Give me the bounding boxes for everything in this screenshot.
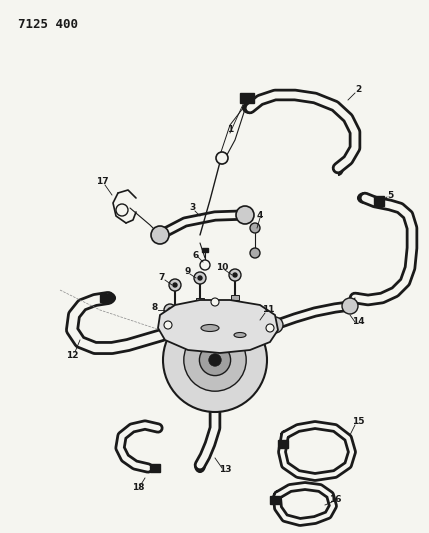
Text: 4: 4 bbox=[257, 211, 263, 220]
Circle shape bbox=[233, 273, 237, 277]
Bar bbox=[202, 248, 208, 252]
Bar bbox=[231, 295, 239, 300]
Circle shape bbox=[168, 308, 172, 312]
Bar bbox=[171, 305, 179, 310]
Bar bbox=[278, 440, 288, 448]
Circle shape bbox=[164, 321, 172, 329]
Text: 12: 12 bbox=[66, 351, 78, 359]
Bar bbox=[196, 298, 204, 303]
Circle shape bbox=[236, 206, 254, 224]
Circle shape bbox=[211, 298, 219, 306]
Text: 1: 1 bbox=[227, 125, 233, 134]
Circle shape bbox=[250, 223, 260, 233]
Bar bbox=[374, 196, 384, 206]
Text: 7: 7 bbox=[159, 273, 165, 282]
Text: 11: 11 bbox=[262, 305, 274, 314]
Circle shape bbox=[151, 226, 169, 244]
Bar bbox=[270, 496, 280, 504]
Bar bbox=[240, 93, 254, 103]
Circle shape bbox=[209, 354, 221, 366]
Text: 13: 13 bbox=[219, 465, 231, 474]
Text: 2: 2 bbox=[355, 85, 361, 94]
Ellipse shape bbox=[234, 333, 246, 337]
Text: 15: 15 bbox=[352, 417, 364, 426]
Bar bbox=[166, 330, 174, 335]
Circle shape bbox=[216, 152, 228, 164]
Circle shape bbox=[169, 279, 181, 291]
Text: 18: 18 bbox=[132, 483, 144, 492]
Circle shape bbox=[250, 248, 260, 258]
Text: 10: 10 bbox=[216, 263, 228, 272]
Circle shape bbox=[173, 283, 177, 287]
Circle shape bbox=[184, 329, 246, 391]
Circle shape bbox=[229, 269, 241, 281]
Bar bbox=[150, 464, 160, 472]
Circle shape bbox=[267, 317, 283, 333]
Bar bbox=[100, 294, 112, 302]
Polygon shape bbox=[158, 300, 278, 353]
Text: 5: 5 bbox=[387, 190, 393, 199]
Circle shape bbox=[164, 304, 176, 316]
Circle shape bbox=[266, 324, 274, 332]
Text: 9: 9 bbox=[185, 268, 191, 277]
Text: 14: 14 bbox=[352, 318, 364, 327]
Text: 3: 3 bbox=[189, 204, 195, 213]
Circle shape bbox=[199, 344, 231, 376]
Circle shape bbox=[200, 260, 210, 270]
Ellipse shape bbox=[201, 325, 219, 332]
Circle shape bbox=[163, 308, 267, 412]
Text: 6: 6 bbox=[193, 251, 199, 260]
Circle shape bbox=[194, 272, 206, 284]
Circle shape bbox=[342, 298, 358, 314]
Text: 7125 400: 7125 400 bbox=[18, 18, 78, 31]
Circle shape bbox=[198, 276, 202, 280]
Text: 16: 16 bbox=[329, 496, 341, 505]
Text: 8: 8 bbox=[152, 303, 158, 312]
Text: 17: 17 bbox=[96, 177, 108, 187]
Circle shape bbox=[116, 204, 128, 216]
